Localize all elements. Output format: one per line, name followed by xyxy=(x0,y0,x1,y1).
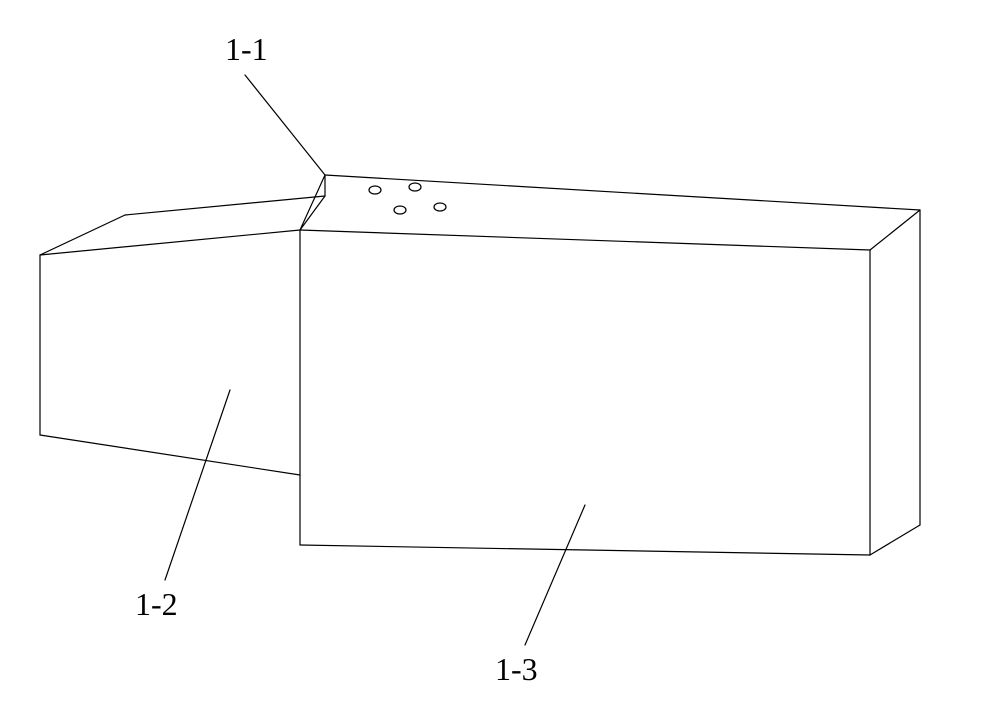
annotation-label: 1-3 xyxy=(495,651,538,687)
annotation-label: 1-1 xyxy=(225,31,268,67)
annotation-label: 1-2 xyxy=(135,586,178,622)
technical-drawing-svg: 1-1 1-2 1-3 xyxy=(0,0,1000,718)
